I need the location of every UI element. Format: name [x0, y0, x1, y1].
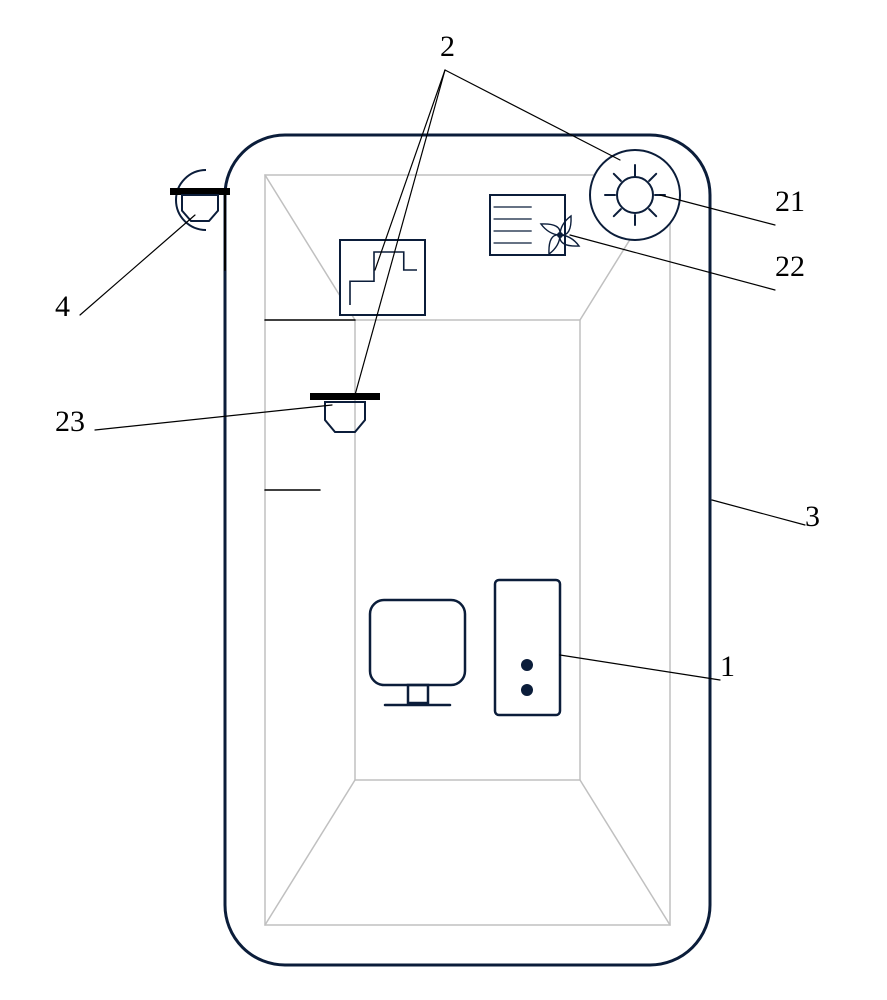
callout-3: 3 [805, 500, 820, 534]
diagram-root: 2 21 22 4 23 3 1 [0, 0, 887, 1000]
callout-4: 4 [55, 290, 70, 324]
callout-23: 23 [55, 405, 85, 439]
callout-2: 2 [440, 30, 455, 64]
callout-1: 1 [720, 650, 735, 684]
callout-21: 21 [775, 185, 805, 219]
callout-22: 22 [775, 250, 805, 284]
diagram-svg [0, 0, 887, 1000]
